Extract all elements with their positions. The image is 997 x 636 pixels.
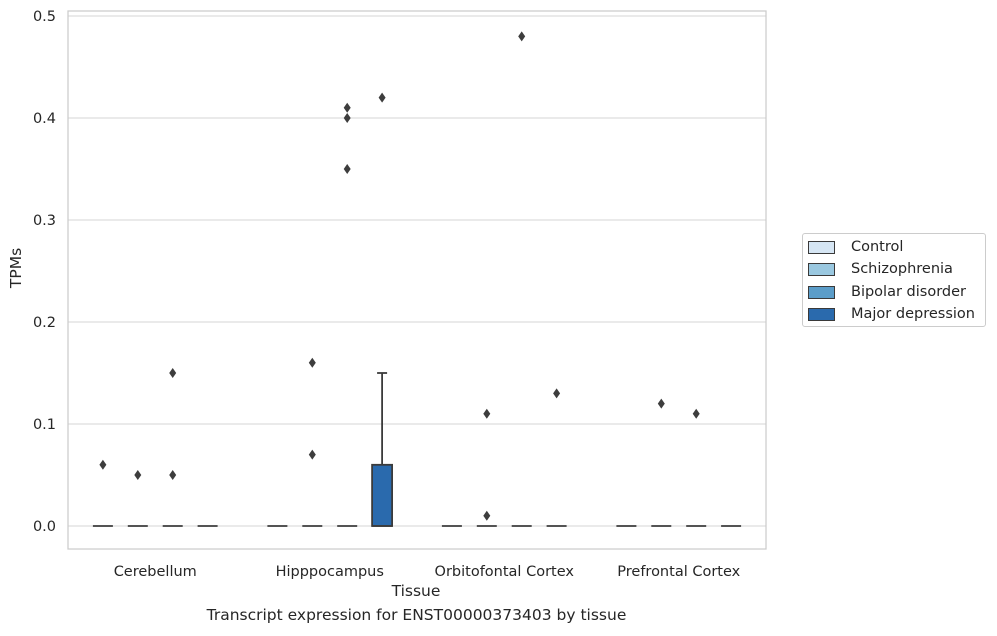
outlier-point: [692, 408, 700, 419]
outlier-point: [483, 510, 491, 521]
outlier-point: [343, 102, 351, 113]
outlier-point: [169, 470, 177, 480]
legend-swatch-schizophrenia: [808, 262, 835, 276]
outlier-point: [308, 449, 316, 460]
box-3-2: [686, 408, 707, 527]
outlier-point: [518, 31, 526, 42]
box-2-3: [546, 388, 567, 527]
plot-marks: [92, 31, 742, 527]
x-tick-label: Prefrontal Cortex: [617, 564, 740, 580]
y-tick-label: 0.5: [33, 9, 56, 25]
y-axis-label: TPMs: [7, 248, 25, 289]
legend: Control Schizophrenia Bipolar disorder M…: [802, 233, 986, 327]
box-0-1: [127, 470, 148, 527]
legend-label-bipolar-disorder: Bipolar disorder: [851, 284, 966, 300]
legend-item-major-depression: Major depression: [808, 304, 975, 324]
box-body: [371, 463, 394, 527]
legend-label-schizophrenia: Schizophrenia: [851, 261, 953, 277]
box-0-2: [162, 368, 183, 527]
y-tick-label: 0.2: [33, 315, 56, 331]
legend-label-major-depression: Major depression: [851, 306, 975, 322]
outlier-point: [657, 398, 665, 409]
x-axis-label: Tissue: [391, 582, 441, 600]
legend-swatch-bipolar-disorder: [808, 285, 835, 299]
y-tick-labels: 0.0 0.1 0.2 0.3 0.4 0.5: [33, 9, 56, 535]
box-0-0: [92, 459, 113, 527]
y-tick-label: 0.4: [33, 111, 56, 127]
x-tick-label: Cerebellum: [114, 564, 197, 580]
x-tick-label: Orbitofontal Cortex: [435, 564, 575, 580]
outlier-point: [483, 408, 491, 419]
x-tick-labels: Cerebellum Hipppocampus Orbitofontal Corte…: [114, 564, 741, 580]
outlier-point: [343, 113, 351, 123]
legend-item-bipolar-disorder: Bipolar disorder: [808, 282, 966, 302]
legend-swatch-major-depression: [808, 307, 835, 321]
box-1-2: [337, 102, 358, 527]
outlier-point: [134, 470, 142, 480]
legend-item-schizophrenia: Schizophrenia: [808, 259, 953, 279]
box-2-1: [476, 408, 497, 527]
y-tick-label: 0.3: [33, 213, 56, 229]
y-tick-label: 0.1: [33, 417, 56, 433]
legend-label-control: Control: [851, 239, 904, 255]
outlier-point: [378, 92, 386, 103]
outlier-point: [553, 388, 561, 399]
x-tick-label: Hipppocampus: [276, 564, 384, 580]
chart-caption: Transcript expression for ENST0000037340…: [206, 606, 627, 624]
box-1-1: [302, 357, 323, 527]
outlier-point: [99, 459, 107, 470]
legend-swatch-control: [808, 240, 835, 254]
y-gridlines: [68, 15, 766, 527]
outlier-point: [169, 368, 177, 378]
box-2-2: [511, 31, 532, 527]
plot-frame: [67, 10, 767, 550]
legend-item-control: Control: [808, 237, 903, 257]
outlier-point: [343, 164, 351, 174]
box-1-3: [371, 92, 394, 527]
y-tick-label: 0.0: [33, 519, 56, 535]
box-3-1: [651, 398, 672, 527]
outlier-point: [308, 357, 316, 368]
